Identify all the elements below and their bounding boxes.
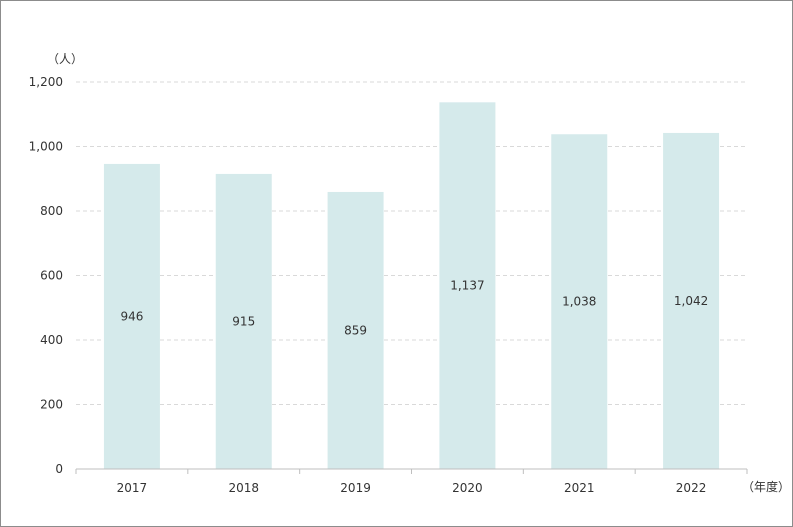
y-tick-label-0: 0 — [55, 462, 63, 476]
x-tick-label-2021: 2021 — [564, 481, 595, 495]
y-tick-label-1000: 1,000 — [29, 140, 63, 154]
y-tick-label-800: 800 — [40, 204, 63, 218]
bar-2021 — [551, 134, 608, 469]
y-tick-label-1200: 1,200 — [29, 75, 63, 89]
bar-2019 — [327, 191, 384, 469]
x-tick-label-2020: 2020 — [452, 481, 483, 495]
data-label-2019: 859 — [344, 323, 367, 337]
x-tick-label-2022: 2022 — [676, 481, 707, 495]
bar-2020 — [439, 102, 496, 469]
bars — [103, 102, 720, 470]
bar-2018 — [215, 173, 272, 469]
data-label-2021: 1,038 — [562, 295, 596, 309]
x-tick-label-2019: 2019 — [340, 481, 371, 495]
labels: （人） （年度） 0 200 400 600 800 1,000 1,200 946 2017 9… — [29, 52, 790, 495]
data-label-2017: 946 — [120, 309, 143, 323]
x-unit-label: （年度） — [742, 479, 790, 494]
y-tick-label-400: 400 — [40, 333, 63, 347]
x-tick-label-2017: 2017 — [117, 481, 148, 495]
axes — [75, 468, 748, 474]
x-tick-label-2018: 2018 — [228, 481, 259, 495]
y-tick-label-200: 200 — [40, 398, 63, 412]
bar-2017 — [103, 163, 160, 470]
data-label-2022: 1,042 — [674, 294, 708, 308]
data-label-2020: 1,137 — [450, 279, 484, 293]
bar-2022 — [663, 132, 720, 469]
y-tick-label-600: 600 — [40, 269, 63, 283]
y-unit-label: （人） — [47, 52, 83, 66]
grid-lines — [76, 81, 747, 405]
data-label-2018: 915 — [232, 314, 255, 328]
